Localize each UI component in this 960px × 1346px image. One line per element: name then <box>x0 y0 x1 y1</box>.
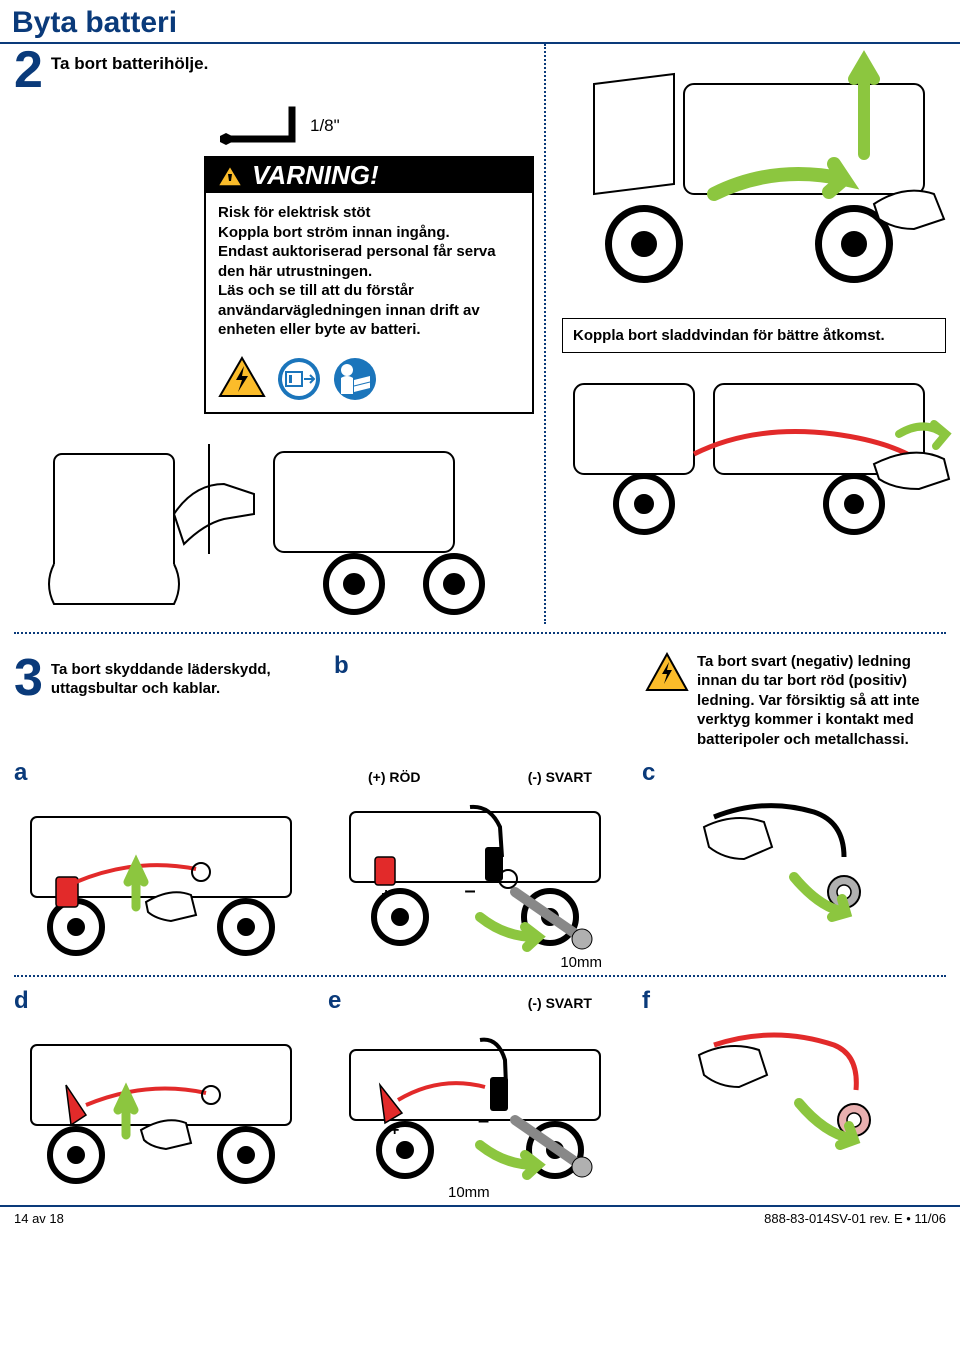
step3-e-cell: e (-) SVART (+) RÖD + – <box>328 987 632 1195</box>
hex-wrench-icon <box>214 104 304 148</box>
sublabel-a: a <box>14 759 318 787</box>
warning-line-3: Endast auktoriserad personal får serva d… <box>218 242 520 281</box>
page-footer: 14 av 18 888-83-014SV-01 rev. E • 11/06 <box>0 1205 960 1230</box>
unplug-icon <box>276 356 322 402</box>
warning-line-4: Läs och se till att du förstår användarv… <box>218 281 520 340</box>
warning-line-1: Risk för elektrisk stöt <box>218 203 520 223</box>
svg-text:+: + <box>390 1122 399 1139</box>
warning-header: VARNING! <box>206 158 532 193</box>
step3-c-cell: c <box>642 759 946 967</box>
footer-left: 14 av 18 <box>14 1211 64 1226</box>
step2-cable-access-diagram: Koppla bort sladdvindan för bättre åtkom… <box>554 314 954 544</box>
note-box: Koppla bort sladdvindan för bättre åtkom… <box>562 318 946 353</box>
horizontal-divider-2 <box>14 975 946 977</box>
svg-text:–: – <box>478 1110 489 1132</box>
step-2-number: 2 <box>14 44 43 96</box>
warning-triangle-icon <box>216 164 244 188</box>
warning-box: VARNING! Risk för elektrisk stöt Koppla … <box>204 156 534 414</box>
step-3-header: 3 Ta bort skyddande läderskydd, uttagsbu… <box>14 652 324 750</box>
neg-label-e: (-) SVART <box>528 995 592 1011</box>
vertical-divider-1 <box>544 44 546 624</box>
sublabel-c: c <box>642 759 946 787</box>
step3-a-cell: a <box>14 759 318 967</box>
neg-label-b: (-) SVART <box>528 769 592 785</box>
electric-hazard-icon <box>218 356 266 398</box>
caution-triangle-icon <box>645 652 689 692</box>
page-title: Byta batteri <box>0 0 960 44</box>
step2-lift-cover-diagram <box>554 44 954 304</box>
svg-text:+: + <box>381 886 390 903</box>
warning-header-text: VARNING! <box>252 160 379 191</box>
warning-icon-row <box>206 350 532 412</box>
tool-size-b: 10mm <box>560 954 602 971</box>
warning-line-2: Koppla bort ström innan ingång. <box>218 223 520 243</box>
tool-size-e: 10mm <box>448 1184 490 1201</box>
step-2-text: Ta bort batterihölje. <box>51 54 208 74</box>
step-2-header: 2 Ta bort batterihölje. <box>14 44 534 96</box>
svg-text:–: – <box>464 880 475 902</box>
hex-wrench-size: 1/8" <box>310 116 340 136</box>
step-3-text: Ta bort skyddande läderskydd, uttagsbult… <box>51 660 324 699</box>
hex-wrench-spec: 1/8" <box>214 104 534 148</box>
step-2-section: 2 Ta bort batterihölje. 1/8" VARNING! <box>0 44 960 624</box>
step3-d-cell: d <box>14 987 318 1195</box>
read-manual-icon <box>332 356 378 402</box>
sublabel-f: f <box>642 987 946 1015</box>
step2-left-diagram <box>14 424 534 624</box>
sublabel-b: b <box>334 652 635 680</box>
step3-b-cell: (+) RÖD (-) SVART + – <box>328 759 632 967</box>
step-3-number: 3 <box>14 652 43 704</box>
warning-body: Risk för elektrisk stöt Koppla bort strö… <box>206 193 532 350</box>
step3-f-cell: f <box>642 987 946 1195</box>
pos-label-b: (+) RÖD <box>368 769 421 785</box>
step-3-section: 3 Ta bort skyddande läderskydd, uttagsbu… <box>0 642 960 1196</box>
sublabel-d: d <box>14 987 318 1015</box>
sublabel-e: e <box>328 987 341 1015</box>
step-3-caution: Ta bort svart (negativ) ledning innan du… <box>697 652 946 750</box>
horizontal-divider-1 <box>14 632 946 634</box>
footer-right: 888-83-014SV-01 rev. E • 11/06 <box>764 1211 946 1226</box>
